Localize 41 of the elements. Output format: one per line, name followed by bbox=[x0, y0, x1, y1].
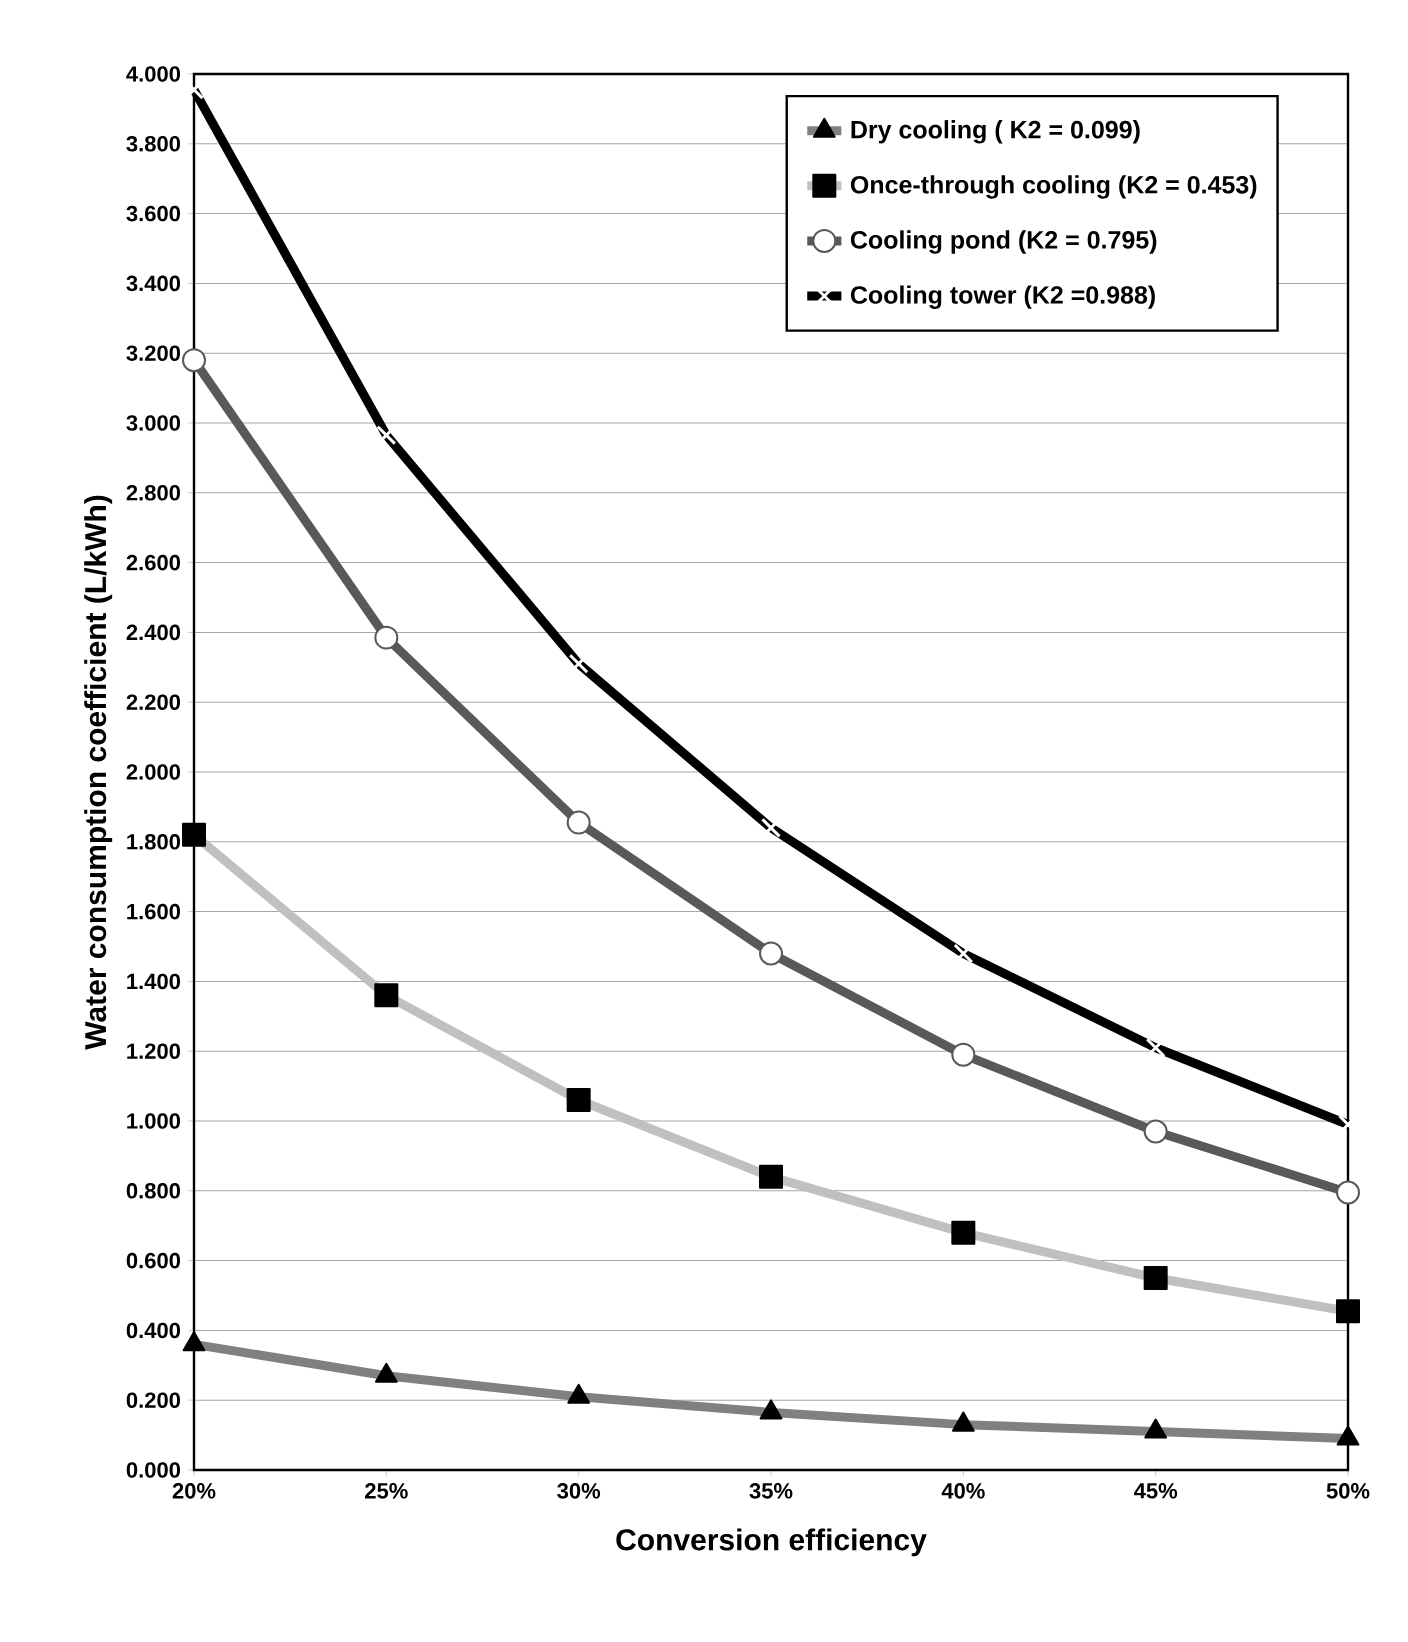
legend-label: Cooling tower (K2 =0.988) bbox=[850, 285, 1155, 309]
legend-label: Dry cooling ( K2 = 0.099) bbox=[851, 120, 1140, 144]
y-tick-label: 0.000 bbox=[126, 1462, 181, 1478]
y-tick-label: 0.600 bbox=[126, 1252, 181, 1269]
y-tick-label: 0.800 bbox=[126, 1183, 181, 1199]
x-axis-title: Conversion efficiency bbox=[616, 1528, 927, 1557]
y-tick-label: 2.400 bbox=[126, 624, 181, 641]
y-tick-label: 0.400 bbox=[126, 1322, 181, 1339]
y-tick-label: 0.200 bbox=[126, 1392, 181, 1408]
y-tick-label: 4.000 bbox=[126, 66, 181, 82]
y-tick-label: 1.000 bbox=[127, 1113, 181, 1129]
y-tick-label: 3.200 bbox=[126, 345, 181, 361]
y-tick-label: 2.200 bbox=[126, 694, 181, 710]
y-tick-label: 2.600 bbox=[126, 554, 181, 571]
x-tick-label: 40% bbox=[941, 1483, 985, 1499]
y-tick-label: 3.600 bbox=[126, 205, 181, 222]
x-tick-label: 50% bbox=[1326, 1483, 1370, 1499]
point bbox=[951, 1042, 976, 1067]
y-axis-title: Water consumption coefficient (L/kWh) bbox=[84, 495, 113, 1050]
y-tick-label: 3.400 bbox=[126, 275, 181, 292]
point bbox=[374, 625, 399, 650]
y-tick-label: 1.800 bbox=[127, 834, 181, 850]
x-tick-label: 35% bbox=[749, 1483, 793, 1499]
x-tick-label: 20% bbox=[172, 1483, 216, 1499]
y-tick-label: 1.200 bbox=[127, 1043, 181, 1059]
y-tick-label: 1.400 bbox=[127, 973, 181, 990]
x-tick-label: 45% bbox=[1134, 1483, 1178, 1499]
y-tick-label: 3.800 bbox=[126, 136, 181, 152]
y-tick-label: 2.000 bbox=[126, 764, 181, 780]
legend-label: Cooling pond (K2 = 0.795) bbox=[850, 230, 1157, 254]
x-tick-label: 25% bbox=[365, 1483, 408, 1499]
y-tick-label: 2.800 bbox=[126, 485, 181, 501]
point bbox=[1336, 1180, 1361, 1205]
point bbox=[182, 348, 206, 373]
point bbox=[759, 941, 784, 966]
x-tick-label: 30% bbox=[557, 1483, 601, 1499]
point bbox=[1143, 1119, 1168, 1144]
y-tick-label: 1.600 bbox=[127, 903, 181, 920]
legend-label: Once-through cooling (K2 = 0.453) bbox=[850, 175, 1257, 199]
point bbox=[566, 810, 591, 835]
y-tick-label: 3.000 bbox=[126, 415, 181, 431]
